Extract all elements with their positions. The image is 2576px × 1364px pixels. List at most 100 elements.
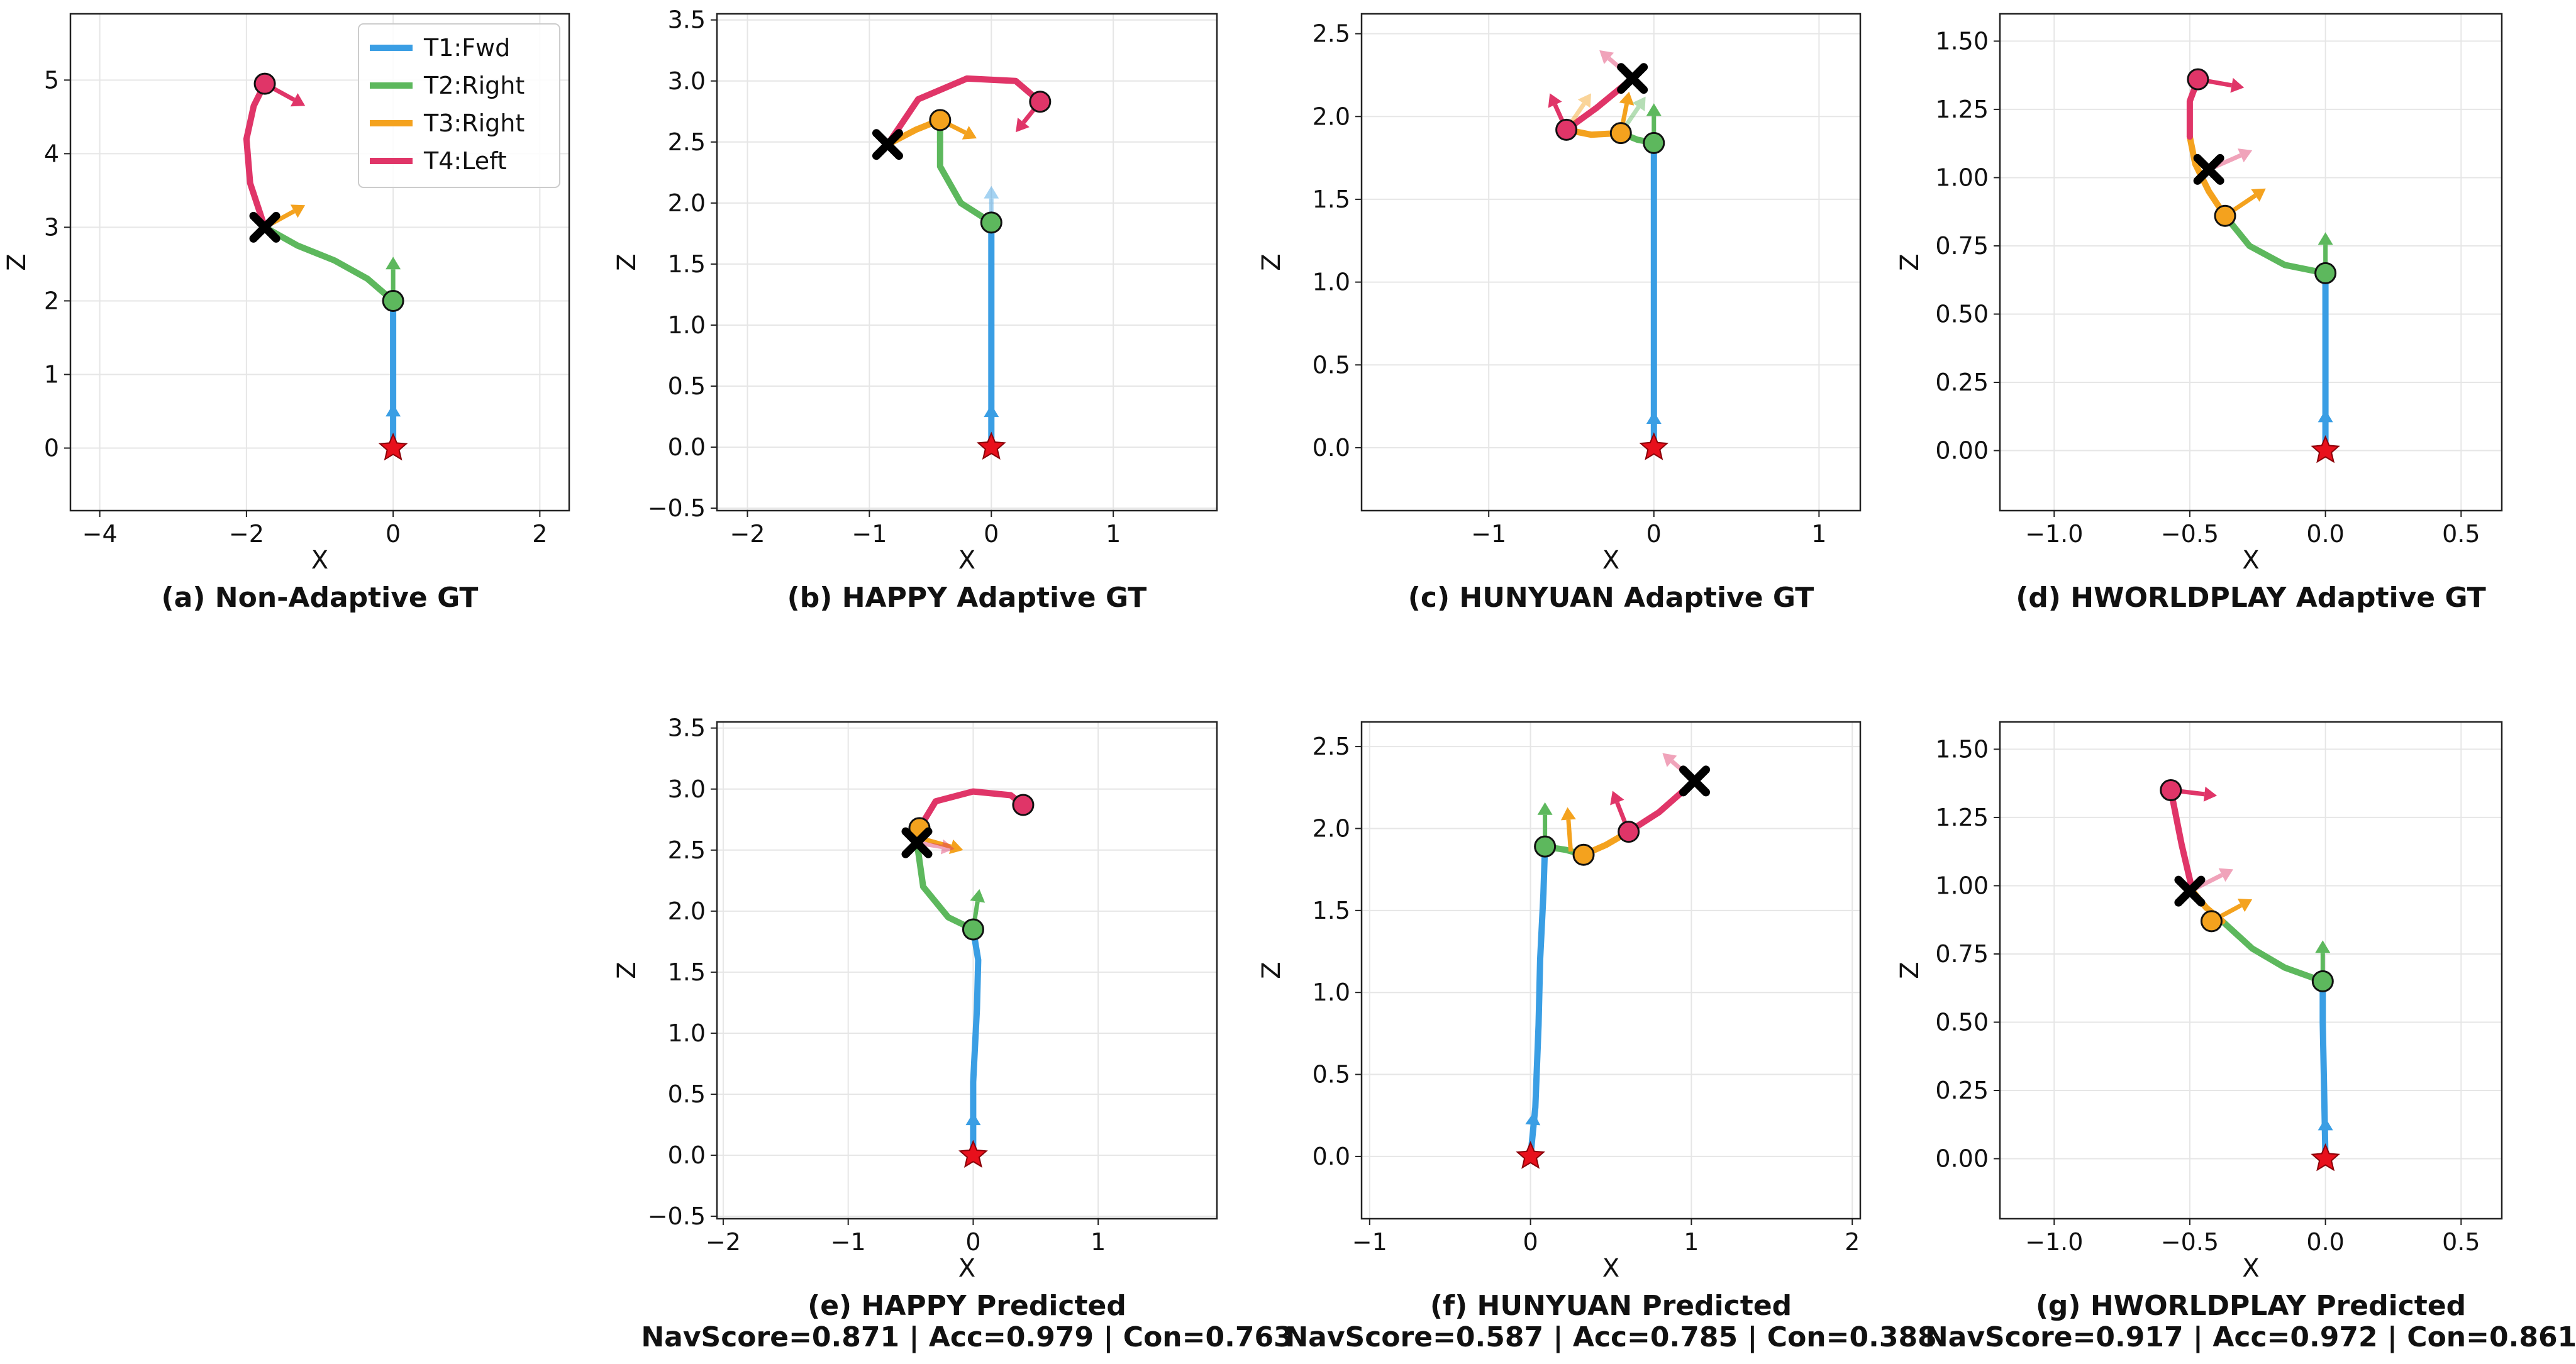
x-axis-label: X [958,546,975,575]
plot-frame [1360,721,1862,1220]
x-tick-label: −2 [706,1228,741,1256]
panel-b: −2 −1 0 1 −0.5 0.0 0.5 1.0 1.5 2.0 2.5 3.0 3.5 X Z (b) … [613,6,1218,614]
y-tick-label: 2.0 [1313,814,1350,842]
x-tick-label: 0.5 [2442,1228,2480,1256]
y-tick-label: 1.5 [668,958,706,986]
legend: T1:Fwd T2:Right T3:Right T4:Left [358,23,560,188]
end-x-marker [872,129,903,160]
panel-caption: (d) HWORLDPLAY Adaptive GT [2016,582,2486,614]
waypoint-marker [382,289,404,312]
y-tick-label: 0.0 [1313,434,1350,462]
y-tick-label: 3.5 [668,714,706,742]
y-tick-label: 0.5 [668,372,706,400]
end-x-marker [1617,63,1648,94]
series-line-t2-right [2219,918,2326,985]
start-star-marker [2311,435,2340,463]
heading-arrow-head [984,186,999,199]
panel-caption: (g) HWORLDPLAY Predicted [2036,1290,2466,1322]
x-tick-label: 0 [984,520,999,548]
heading-arrow-head [2251,188,2266,202]
plot-frame [716,721,1218,1220]
waypoint-marker [2311,970,2334,992]
waypoint-marker [1572,843,1595,866]
y-tick-label: 0.00 [1935,1145,1989,1173]
x-tick-label: −4 [82,520,118,548]
waypoint-marker [1609,122,1632,145]
end-x-stroke [901,827,933,858]
series-line-t4-left [243,80,268,231]
y-tick-label: 1.50 [1935,735,1989,763]
heading-arrow-head [2203,786,2218,802]
y-axis-label: Z [1896,962,1924,979]
heading-arrow-head [1610,790,1624,806]
legend-entry-label: T4:Left [423,147,507,175]
heading-arrow-head [2237,899,2253,912]
panel-caption: (c) HUNYUAN Adaptive GT [1408,582,1814,614]
series-line-t2-right [2222,213,2329,277]
heading-arrow-head [1577,93,1591,108]
x-axis-label: X [2242,546,2259,575]
plot-frame [1999,13,2503,512]
x-tick-label: −1 [852,520,887,548]
heading-arrow-shaft [1566,819,1574,852]
start-star-marker [378,432,408,461]
y-tick-label: 4 [44,140,59,167]
plot-area [872,75,1052,460]
y-tick-label: 1.5 [1313,897,1350,924]
x-tick-label: 1 [1684,1228,1699,1256]
legend-entry-label: T3:Right [423,109,525,137]
y-tick-label: 0.5 [1313,1061,1350,1089]
panel-metrics: NavScore=0.871 | Acc=0.979 | Con=0.763 [641,1321,1292,1353]
y-tick-label: 1.25 [1935,804,1989,831]
x-tick-label: −1 [1471,520,1506,548]
heading-arrow-head [2318,1117,2333,1131]
x-tick-label: 0.0 [2306,1228,2344,1256]
end-x-stroke [249,211,280,243]
panel-a: −4 −2 0 2 0 1 2 3 4 5 X Z (a) Non-Adaptive GT [3,13,570,614]
y-tick-label: 1.00 [1935,164,1989,191]
heading-arrow-head [984,404,999,418]
y-tick-label: 0.50 [1935,300,1989,328]
end-x-stroke [2193,153,2224,185]
waypoint-marker [2214,204,2236,227]
y-axis-label: Z [613,962,641,979]
panel-e: −2 −1 0 1 −0.5 0.0 0.5 1.0 1.5 2.0 2.5 3.0 3.5 X Z (e) … [613,714,1293,1353]
y-tick-label: 1.5 [668,250,706,278]
heading-arrow-head [290,204,306,218]
x-tick-label: 0 [965,1228,980,1256]
plot-area [2186,68,2340,463]
x-tick-label: 0 [1646,520,1662,548]
y-tick-label: 2.5 [668,128,706,156]
waypoint-marker [1555,118,1578,141]
end-x-marker [901,827,933,858]
heading-arrow-head [1560,807,1576,821]
waypoint-marker [980,211,1002,234]
heading-arrow-head [1632,96,1646,111]
waypoint-marker [1643,131,1665,154]
plot-area [1548,50,1669,460]
series-line-t2-right [262,224,397,304]
heading-arrow-head [940,839,955,855]
heading-arrow-head [2315,940,2331,953]
x-tick-label: 1 [1106,520,1121,548]
y-tick-label: 3 [44,213,59,241]
y-tick-label: 2.5 [1313,733,1350,760]
heading-arrow-head [1599,50,1614,65]
x-tick-label: 1 [1091,1228,1106,1256]
y-tick-label: 1.5 [1313,186,1350,213]
x-tick-label: 0 [1523,1228,1538,1256]
series-line-t1-fwd [1527,843,1548,1160]
heading-arrow-head [386,404,401,417]
y-tick-label: 3.0 [668,67,706,95]
legend-frame [358,23,560,188]
plot-frame [716,13,1218,512]
panel-metrics: NavScore=0.587 | Acc=0.785 | Con=0.388 [1285,1321,1936,1353]
y-tick-label: 3.5 [668,6,706,34]
waypoint-marker [253,72,276,95]
heading-arrow-head [1537,802,1553,815]
heading-arrow-head [1548,93,1562,108]
waypoint-marker [962,918,984,941]
series-line-t4-left [2167,787,2196,895]
panel-caption: (b) HAPPY Adaptive GT [787,582,1147,614]
x-axis-label: X [958,1254,975,1283]
